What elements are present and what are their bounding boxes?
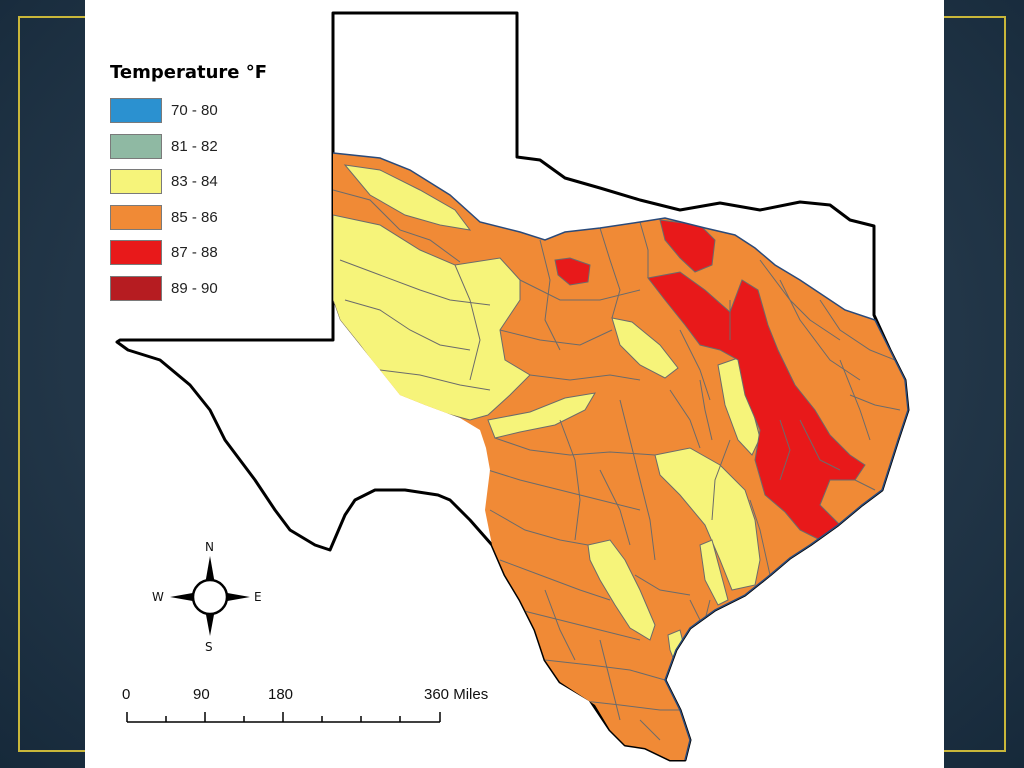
legend-swatch <box>110 133 162 159</box>
scale-tick-label: 0 <box>122 686 131 703</box>
legend-title: Temperature °F <box>110 62 268 83</box>
compass-north-label: N <box>205 540 214 554</box>
basin-83-84-colorado <box>654 447 761 591</box>
basin-83-84-concho <box>487 392 596 439</box>
basin-87-88-main <box>647 271 866 541</box>
basin-boundaries <box>333 189 901 741</box>
basin-83-84-coastal <box>699 539 729 606</box>
legend-item: 81 - 82 <box>110 129 267 165</box>
legend-swatch <box>110 240 162 266</box>
legend-swatch <box>110 169 162 195</box>
legend-item: 83 - 84 <box>110 164 267 200</box>
basin-83-84-central <box>611 317 679 379</box>
compass-south-label: S <box>205 640 213 654</box>
compass-circle <box>191 578 229 616</box>
scale-tick-label: 360 Miles <box>424 686 489 703</box>
scale-bar <box>126 712 441 723</box>
legend-label: 85 - 86 <box>171 208 218 226</box>
basin-87-88-small <box>554 257 591 286</box>
legend: Temperature °F 70 - 80 81 - 82 83 - 84 8… <box>110 62 267 306</box>
compass-west-label: W <box>152 590 164 604</box>
basin-83-84-north <box>343 164 472 231</box>
legend-label: 70 - 80 <box>171 102 218 120</box>
legend-label: 83 - 84 <box>171 173 218 191</box>
legend-label: 87 - 88 <box>171 244 218 262</box>
legend-item: 87 - 88 <box>110 235 267 271</box>
legend-item: 89 - 90 <box>110 271 267 307</box>
scale-tick-label: 90 <box>193 686 210 703</box>
compass-east-label: E <box>254 590 262 604</box>
legend-item: 85 - 86 <box>110 200 267 236</box>
legend-swatch <box>110 275 162 301</box>
scale-tick-label: 180 <box>268 686 294 703</box>
legend-item: 70 - 80 <box>110 93 267 129</box>
legend-swatch <box>110 204 162 230</box>
legend-swatch <box>110 98 162 124</box>
compass-rose <box>170 556 250 636</box>
basin-83-84-south <box>587 539 656 641</box>
legend-label: 81 - 82 <box>171 137 218 155</box>
legend-label: 89 - 90 <box>171 279 218 297</box>
basin-region-outline <box>332 152 909 761</box>
